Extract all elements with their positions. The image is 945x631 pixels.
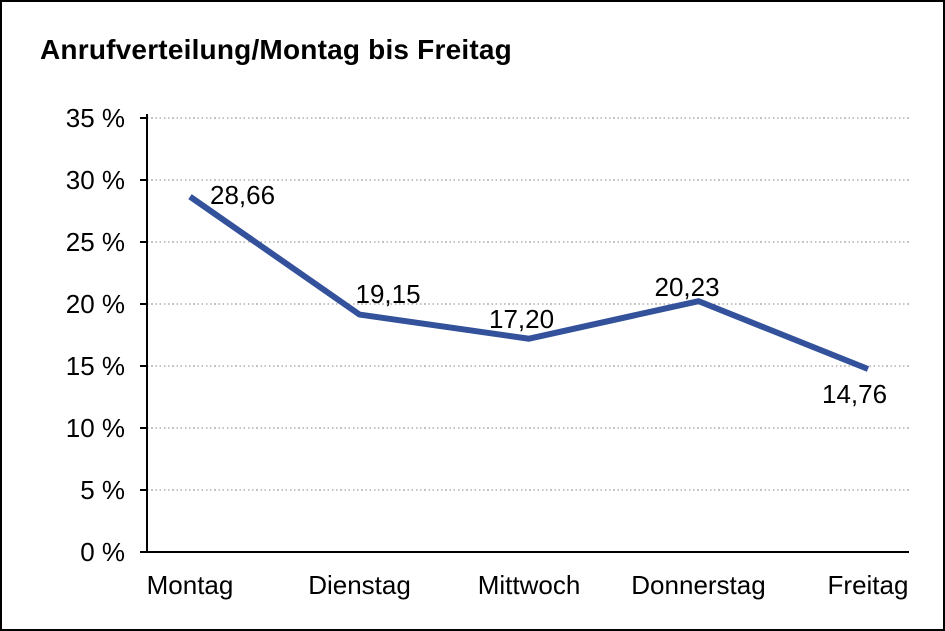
y-tick-label: 0 % — [80, 537, 125, 567]
x-category-label: Dienstag — [308, 570, 411, 600]
x-category-label: Freitag — [828, 570, 909, 600]
series-line — [188, 194, 870, 372]
x-category-label: Mittwoch — [478, 570, 581, 600]
x-category-label: Montag — [147, 570, 234, 600]
data-value-label: 17,20 — [489, 304, 554, 334]
data-value-label: 14,76 — [822, 379, 887, 409]
y-tick-label: 10 % — [66, 413, 125, 443]
y-tick-label: 25 % — [66, 227, 125, 257]
y-tick-label: 5 % — [80, 475, 125, 505]
data-value-label: 28,66 — [210, 180, 275, 210]
y-tick-label: 20 % — [66, 289, 125, 319]
data-value-label: 19,15 — [356, 279, 421, 309]
x-category-label: Donnerstag — [631, 570, 765, 600]
y-tick-label: 30 % — [66, 165, 125, 195]
chart-title: Anrufverteilung/Montag bis Freitag — [40, 34, 512, 65]
data-value-label: 20,23 — [655, 272, 720, 302]
y-tick-label: 15 % — [66, 351, 125, 381]
y-tick-label: 35 % — [66, 103, 125, 133]
